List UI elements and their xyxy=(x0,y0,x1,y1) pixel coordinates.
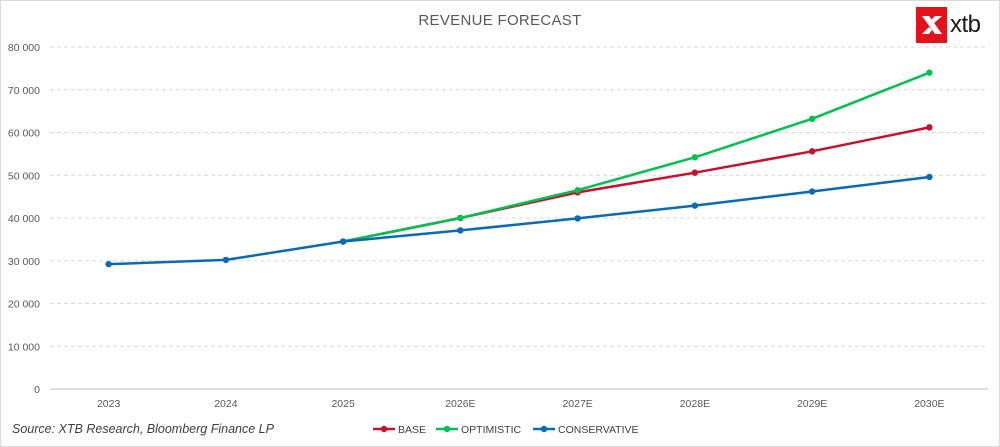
y-tick-label: 70 000 xyxy=(8,85,40,97)
y-tick-label: 50 000 xyxy=(8,170,40,182)
xtb-x-logo-icon xyxy=(916,7,947,43)
data-point xyxy=(457,214,464,222)
data-point xyxy=(926,173,933,181)
gridlines xyxy=(50,46,988,390)
y-tick-label: 10 000 xyxy=(8,341,40,353)
x-tick-label: 2030E xyxy=(914,398,944,410)
data-point xyxy=(808,188,816,195)
x-axis-ticks: 2023 2024 2025 2026E 2027E 2028E 2029E 2030E xyxy=(97,398,945,410)
legend-label: BASE xyxy=(398,424,426,436)
y-axis-ticks: 0 10 000 20 000 30 000 40 000 50 000 60 000 70 … xyxy=(8,42,40,396)
x-tick-label: 2023 xyxy=(97,398,121,410)
y-tick-label: 40 000 xyxy=(8,213,40,225)
y-tick-label: 80 000 xyxy=(8,42,40,54)
data-point xyxy=(457,227,464,234)
x-tick-label: 2029E xyxy=(797,398,827,410)
x-tick-label: 2028E xyxy=(680,398,710,410)
brand-name: xtb xyxy=(950,11,981,38)
x-tick-label: 2026E xyxy=(445,398,475,410)
xtb-logo: xtb xyxy=(916,5,993,45)
data-point xyxy=(574,215,581,222)
series-line xyxy=(342,71,930,243)
x-tick-label: 2025 xyxy=(331,398,355,410)
data-point xyxy=(105,260,112,268)
series-optimistic xyxy=(339,69,933,245)
data-point xyxy=(574,187,581,194)
series-base xyxy=(339,124,933,245)
y-tick-label: 0 xyxy=(34,384,40,396)
legend: BASE OPTIMISTIC CONSERVATIVE xyxy=(373,424,639,436)
legend-marker xyxy=(443,425,451,433)
y-tick-label: 20 000 xyxy=(8,299,40,311)
legend-label: OPTIMISTIC xyxy=(461,424,522,436)
y-tick-label: 60 000 xyxy=(8,128,40,140)
data-point xyxy=(926,69,933,76)
y-tick-label: 30 000 xyxy=(8,256,40,268)
data-point xyxy=(222,256,230,264)
data-point xyxy=(339,238,347,245)
data-point xyxy=(691,169,699,176)
legend-item-base: BASE xyxy=(373,424,426,436)
data-point xyxy=(808,148,816,155)
data-point xyxy=(808,115,816,123)
legend-item-conservative: CONSERVATIVE xyxy=(533,424,639,436)
data-point xyxy=(691,202,699,209)
legend-item-optimistic: OPTIMISTIC xyxy=(436,424,522,436)
legend-label: CONSERVATIVE xyxy=(558,424,639,436)
data-point xyxy=(926,124,933,131)
data-point xyxy=(691,154,699,161)
chart-title: REVENUE FORECAST xyxy=(418,12,581,29)
legend-marker xyxy=(540,425,548,433)
legend-marker xyxy=(380,425,388,433)
x-tick-label: 2027E xyxy=(562,398,592,410)
source-note: Source: XTB Research, Bloomberg Finance … xyxy=(12,422,275,436)
series-lines xyxy=(105,69,933,268)
series-conservative xyxy=(105,173,933,268)
x-tick-label: 2024 xyxy=(214,398,238,410)
series-line xyxy=(108,175,930,266)
